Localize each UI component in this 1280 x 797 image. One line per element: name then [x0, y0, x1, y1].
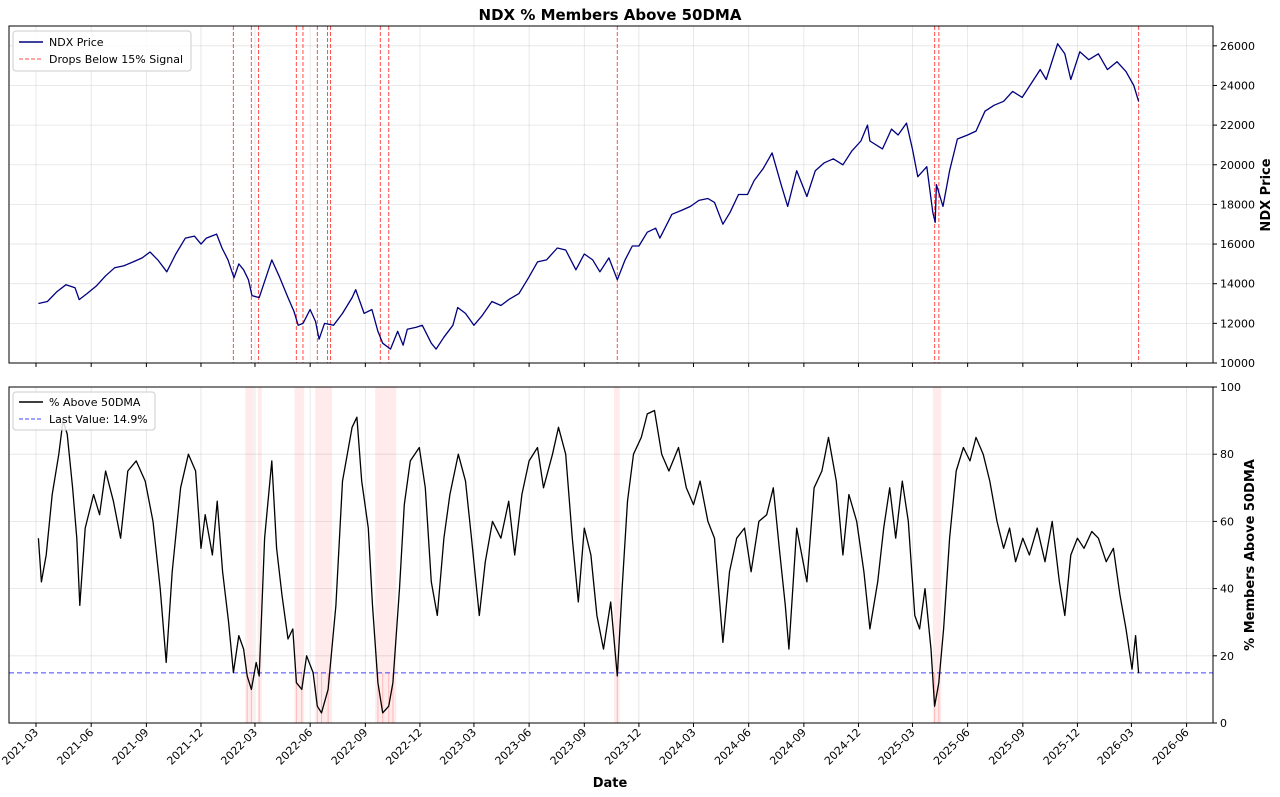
below-15pct-band — [319, 387, 325, 723]
legend-label-signal: Drops Below 15% Signal — [49, 53, 183, 66]
top-y-tick-label: 12000 — [1220, 317, 1255, 330]
chart-title: NDX % Members Above 50DMA — [479, 6, 742, 24]
bottom-y-tick-label: 0 — [1220, 717, 1227, 730]
bottom-y-label: % Members Above 50DMA — [1243, 459, 1258, 651]
below-15pct-band — [315, 387, 320, 723]
below-15pct-band — [375, 387, 381, 723]
top-y-tick-label: 24000 — [1220, 79, 1255, 92]
bottom-y-tick-label: 60 — [1220, 515, 1234, 528]
top-y-tick-label: 16000 — [1220, 238, 1255, 251]
top-legend-box — [12, 30, 192, 72]
top-y-tick-label: 14000 — [1220, 278, 1255, 291]
below-15pct-band — [380, 387, 386, 723]
below-15pct-band — [385, 387, 391, 723]
below-15pct-band — [294, 387, 300, 723]
bottom-y-tick-label: 100 — [1220, 381, 1241, 394]
top-y-tick-label: 20000 — [1220, 159, 1255, 172]
top-legend: NDX Price Drops Below 15% Signal — [12, 30, 192, 72]
legend-label-pct-above: % Above 50DMA — [49, 396, 141, 409]
legend-label-ndx-price: NDX Price — [49, 36, 104, 49]
below-15pct-band — [249, 387, 254, 723]
x-axis-label: Date — [593, 776, 628, 791]
below-15pct-band — [932, 387, 937, 723]
legend-label-last-value: Last Value: 14.9% — [49, 413, 148, 426]
below-15pct-band — [324, 387, 333, 723]
top-panel: 10000 12000 14000 16000 18000 20000 22000 24000… — [8, 25, 1274, 370]
pct-above-50dma-line — [37, 409, 1140, 714]
bottom-y-tick-label: 20 — [1220, 650, 1234, 663]
bottom-y-tick-label: 80 — [1220, 448, 1234, 461]
bottom-y-ticks: 0 20 40 60 80 100 — [1213, 381, 1241, 730]
top-y-tick-label: 26000 — [1220, 40, 1255, 53]
below-15pct-band — [390, 387, 397, 723]
top-axes-frame — [8, 25, 1214, 364]
top-y-label: NDX Price — [1259, 158, 1274, 231]
bottom-axes-frame — [8, 386, 1214, 724]
top-y-tick-label: 18000 — [1220, 198, 1255, 211]
bottom-legend-box — [12, 391, 156, 431]
below-15pct-band — [257, 387, 262, 723]
below-15pct-band — [936, 387, 942, 723]
top-x-ticks — [35, 363, 1188, 367]
bottom-y-tick-label: 40 — [1220, 583, 1234, 596]
top-y-tick-label: 10000 — [1220, 357, 1255, 370]
top-y-ticks: 10000 12000 14000 16000 18000 20000 22000 24000… — [1213, 40, 1255, 370]
ndx-price-line — [38, 43, 1140, 350]
top-y-tick-label: 22000 — [1220, 119, 1255, 132]
below-15pct-band — [245, 387, 250, 723]
below-15pct-band — [299, 387, 305, 723]
below-15pct-band — [613, 387, 620, 723]
bottom-legend: % Above 50DMA Last Value: 14.9% — [12, 391, 156, 431]
